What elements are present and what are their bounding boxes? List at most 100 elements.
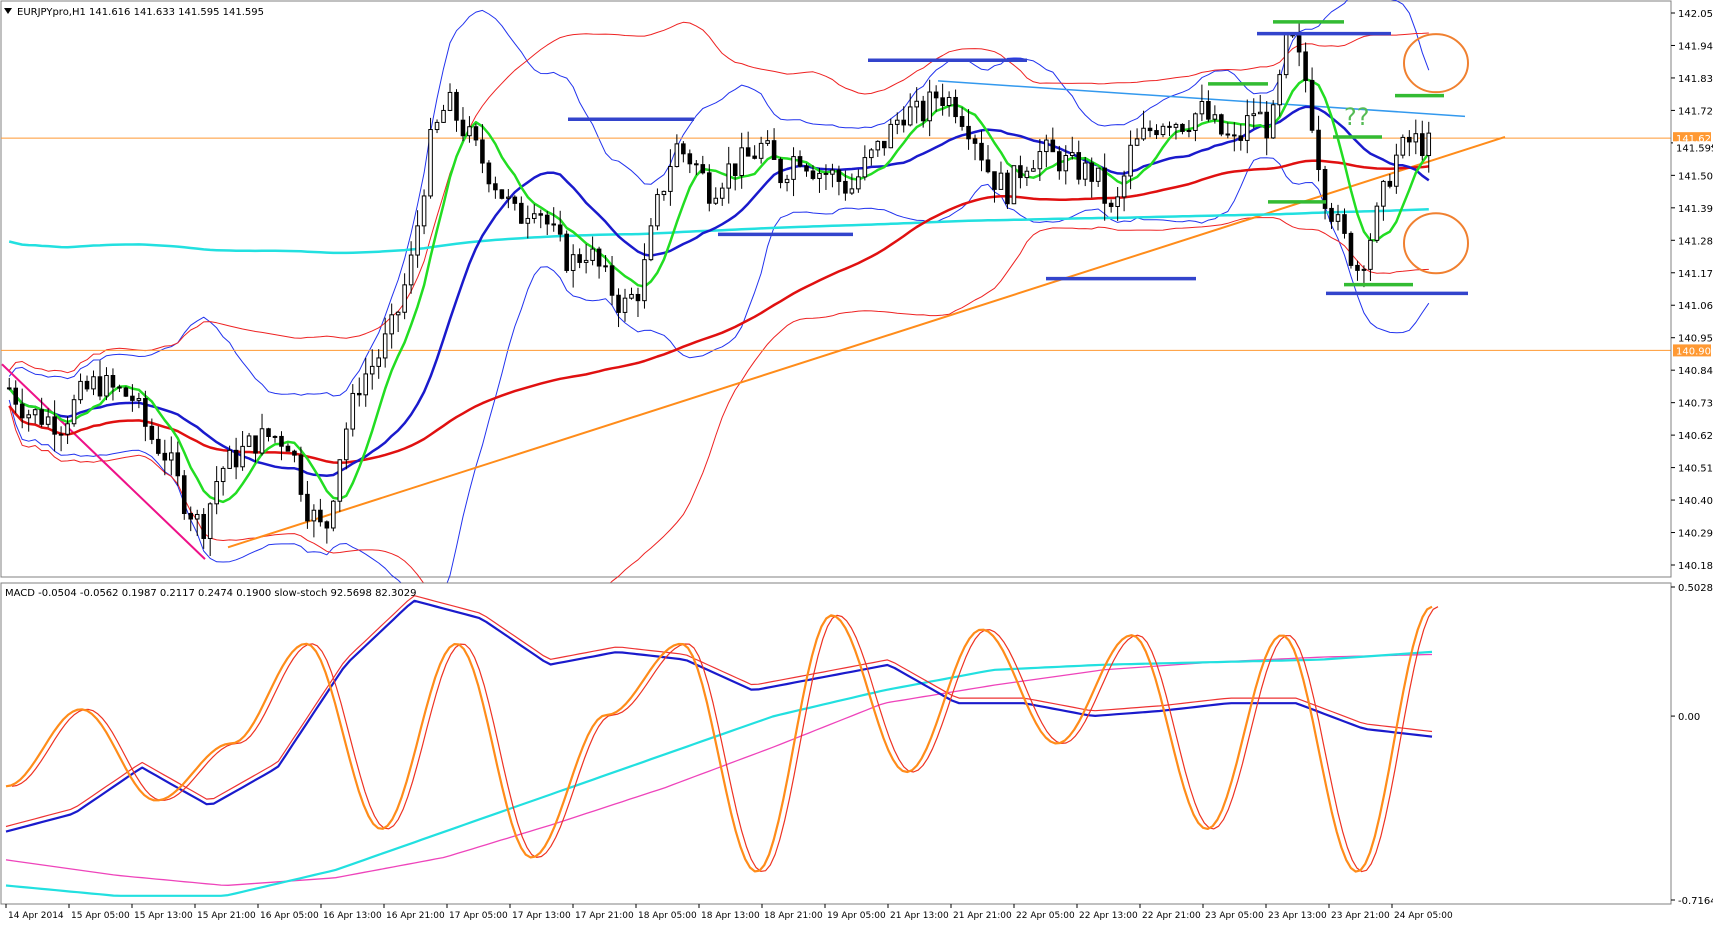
- price-panel[interactable]: ?? EURJPYpro,H1 141.616 141.633 141.595 …: [0, 0, 1672, 659]
- candle[interactable]: [369, 349, 375, 390]
- candle[interactable]: [862, 145, 868, 181]
- candle[interactable]: [240, 430, 245, 471]
- candle[interactable]: [454, 89, 459, 132]
- candle[interactable]: [78, 373, 83, 404]
- candle[interactable]: [389, 303, 394, 349]
- candle[interactable]: [992, 171, 997, 203]
- candle[interactable]: [143, 390, 148, 442]
- candle[interactable]: [791, 147, 796, 197]
- candle[interactable]: [1115, 186, 1120, 221]
- candle[interactable]: [175, 441, 181, 486]
- candle[interactable]: [45, 408, 51, 428]
- candle[interactable]: [402, 273, 407, 320]
- candle[interactable]: [169, 436, 174, 476]
- candle[interactable]: [1283, 32, 1289, 79]
- candle[interactable]: [1348, 231, 1354, 269]
- candle[interactable]: [933, 85, 939, 112]
- pink-trendline[interactable]: [1, 363, 206, 560]
- candle[interactable]: [272, 435, 278, 443]
- candle[interactable]: [1031, 159, 1036, 172]
- candle[interactable]: [1407, 130, 1412, 157]
- candle[interactable]: [1076, 140, 1082, 185]
- candle[interactable]: [525, 205, 531, 239]
- candle[interactable]: [318, 498, 323, 527]
- candle[interactable]: [181, 470, 187, 520]
- candle[interactable]: [985, 145, 991, 174]
- candle[interactable]: [668, 149, 673, 206]
- candle[interactable]: [1057, 145, 1062, 180]
- candle[interactable]: [356, 377, 362, 407]
- candle[interactable]: [616, 288, 621, 328]
- candle[interactable]: [1173, 122, 1179, 140]
- candle[interactable]: [557, 210, 563, 242]
- candle[interactable]: [337, 459, 343, 512]
- candle[interactable]: [966, 109, 971, 150]
- candle[interactable]: [84, 375, 90, 392]
- candle[interactable]: [395, 310, 401, 333]
- candle[interactable]: [1264, 100, 1269, 156]
- candle[interactable]: [421, 189, 427, 235]
- candle[interactable]: [836, 165, 842, 196]
- candle[interactable]: [285, 443, 291, 452]
- candle[interactable]: [784, 174, 790, 192]
- candle[interactable]: [894, 112, 900, 135]
- candle[interactable]: [1322, 165, 1328, 220]
- candle[interactable]: [681, 141, 686, 163]
- candle[interactable]: [642, 243, 647, 309]
- candle[interactable]: [350, 384, 356, 437]
- candle[interactable]: [480, 124, 485, 174]
- candle[interactable]: [745, 131, 751, 157]
- candle[interactable]: [305, 480, 310, 529]
- candle[interactable]: [324, 520, 330, 544]
- candle[interactable]: [26, 409, 31, 432]
- candle[interactable]: [434, 119, 440, 134]
- candle[interactable]: [1257, 94, 1263, 115]
- candle[interactable]: [979, 130, 984, 172]
- candle[interactable]: [512, 195, 518, 211]
- candle[interactable]: [408, 241, 414, 294]
- candle[interactable]: [13, 380, 19, 414]
- candle[interactable]: [1329, 202, 1334, 229]
- candle[interactable]: [732, 163, 738, 191]
- candle[interactable]: [622, 288, 628, 322]
- candle[interactable]: [1316, 115, 1321, 182]
- candle[interactable]: [104, 367, 109, 401]
- candle[interactable]: [603, 255, 608, 272]
- candle[interactable]: [201, 508, 206, 549]
- candle[interactable]: [39, 397, 44, 428]
- candle[interactable]: [71, 394, 77, 427]
- candle[interactable]: [687, 149, 693, 174]
- candle[interactable]: [149, 418, 155, 445]
- candle[interactable]: [888, 118, 894, 149]
- candle[interactable]: [739, 132, 744, 189]
- candle[interactable]: [1342, 208, 1347, 239]
- candle[interactable]: [460, 107, 466, 142]
- candle[interactable]: [1400, 134, 1406, 159]
- candle[interactable]: [1335, 204, 1341, 231]
- candle[interactable]: [188, 506, 194, 532]
- candle[interactable]: [706, 164, 712, 212]
- candle[interactable]: [590, 236, 595, 266]
- candle[interactable]: [914, 87, 919, 124]
- candle[interactable]: [1141, 110, 1146, 141]
- candle[interactable]: [117, 384, 122, 392]
- candle[interactable]: [752, 145, 757, 160]
- candle[interactable]: [940, 83, 945, 116]
- candle[interactable]: [214, 466, 219, 515]
- candle[interactable]: [538, 209, 544, 229]
- annotation-circle-upper[interactable]: [1403, 33, 1469, 94]
- orange-trendline[interactable]: [227, 136, 1506, 549]
- candle[interactable]: [674, 134, 680, 168]
- candle[interactable]: [1225, 122, 1231, 139]
- candle[interactable]: [635, 287, 641, 317]
- candle[interactable]: [1368, 233, 1373, 281]
- triangle-down-icon[interactable]: [4, 8, 12, 14]
- candle[interactable]: [843, 170, 848, 201]
- candle[interactable]: [1381, 179, 1386, 221]
- candle[interactable]: [1206, 90, 1211, 122]
- candle[interactable]: [65, 416, 70, 445]
- candle[interactable]: [875, 140, 881, 157]
- candle[interactable]: [1251, 98, 1257, 129]
- candle[interactable]: [1063, 145, 1069, 185]
- candle[interactable]: [823, 164, 829, 190]
